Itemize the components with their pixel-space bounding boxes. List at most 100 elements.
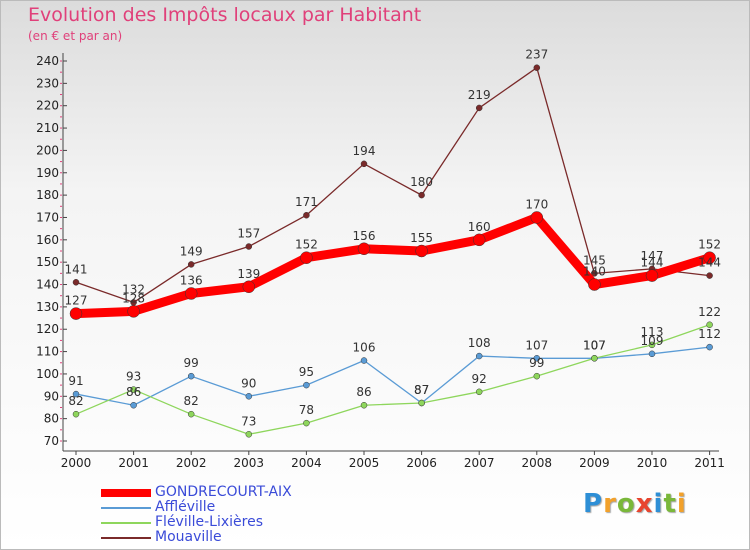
data-label-gondrecourt-aix: 170 — [525, 197, 548, 211]
data-label-fleville-lixieres: 73 — [241, 414, 256, 428]
data-point-fleville-lixieres — [648, 341, 656, 349]
data-point-affleville — [130, 401, 137, 409]
y-tick-label: 210 — [36, 121, 59, 135]
data-point-mouaville — [72, 279, 80, 286]
data-label-fleville-lixieres: 82 — [68, 394, 83, 408]
series-line-gondrecourt-aix — [75, 212, 711, 319]
data-point-mouaville — [187, 261, 195, 268]
y-tick-label: 70 — [44, 434, 59, 448]
data-label-gondrecourt-aix: 152 — [295, 238, 318, 252]
series-line-mouaville — [75, 67, 710, 304]
data-label-gondrecourt-aix: 128 — [122, 291, 145, 305]
data-point-fleville-lixieres — [418, 399, 425, 407]
data-point-mouaville — [245, 243, 253, 250]
logo-letter: i — [653, 489, 664, 519]
data-label-fleville-lixieres: 78 — [299, 403, 314, 417]
data-label-fleville-lixieres: 82 — [184, 394, 199, 408]
data-point-gondrecourt-aix — [703, 251, 716, 264]
logo-letter: o — [616, 489, 636, 519]
logo-letter: i — [676, 489, 687, 519]
legend-swatch — [101, 537, 151, 539]
data-point-affleville — [475, 352, 483, 360]
data-label-gondrecourt-aix: 155 — [410, 231, 433, 245]
y-tick-label: 220 — [36, 99, 59, 113]
data-label-fleville-lixieres: 86 — [356, 385, 371, 399]
data-label-mouaville: 171 — [295, 195, 318, 209]
x-tick-label: 2009 — [579, 456, 610, 470]
chart-title: Evolution des Impôts locaux par Habitant — [28, 4, 422, 26]
data-point-gondrecourt-aix — [357, 242, 371, 256]
data-label-gondrecourt-aix: 156 — [353, 229, 376, 243]
logo-letter: t — [663, 489, 677, 519]
legend-swatch — [101, 507, 151, 509]
y-tick-label: 240 — [36, 54, 59, 68]
data-point-fleville-lixieres — [303, 419, 310, 427]
data-label-mouaville: 141 — [65, 262, 88, 276]
data-point-gondrecourt-aix — [472, 233, 486, 247]
data-label-gondrecourt-aix: 136 — [180, 273, 203, 287]
legend-swatch — [101, 522, 151, 524]
x-tick-label: 2010 — [637, 456, 668, 470]
x-tick-label: 2002 — [176, 456, 207, 470]
y-tick-label: 170 — [36, 210, 59, 224]
data-label-mouaville: 194 — [353, 144, 376, 158]
y-tick-label: 120 — [36, 322, 59, 336]
data-point-fleville-lixieres — [187, 410, 195, 418]
data-point-affleville — [72, 390, 80, 398]
data-point-mouaville — [533, 64, 541, 71]
data-point-affleville — [187, 372, 195, 380]
data-label-mouaville: 132 — [122, 282, 145, 296]
data-label-mouaville: 144 — [698, 256, 721, 270]
data-label-affleville: 91 — [68, 374, 83, 388]
data-label-gondrecourt-aix: 139 — [237, 267, 260, 281]
series-line-fleville-lixieres — [75, 324, 710, 435]
data-point-mouaville — [418, 191, 425, 199]
data-point-affleville — [360, 357, 368, 364]
legend-label: Fléville-Lixières — [155, 514, 264, 530]
data-label-affleville: 107 — [583, 338, 606, 352]
data-label-affleville: 87 — [414, 383, 429, 397]
proxiti-logo: Proxiti — [583, 489, 687, 519]
data-label-fleville-lixieres: 122 — [698, 305, 721, 319]
data-point-affleville — [533, 355, 541, 362]
data-label-affleville: 109 — [641, 334, 664, 348]
data-label-mouaville: 219 — [468, 88, 491, 102]
data-point-affleville — [245, 393, 253, 400]
data-point-gondrecourt-aix — [530, 211, 544, 224]
data-label-fleville-lixieres: 93 — [126, 370, 141, 384]
y-tick-label: 190 — [36, 166, 59, 180]
data-label-fleville-lixieres: 107 — [583, 338, 606, 352]
y-tick-label: 80 — [44, 412, 59, 426]
y-tick-label: 230 — [36, 76, 59, 90]
data-point-gondrecourt-aix — [127, 305, 140, 318]
x-tick-label: 2007 — [464, 456, 495, 470]
y-tick-label: 160 — [36, 233, 59, 247]
data-point-fleville-lixieres — [360, 401, 368, 409]
data-label-affleville: 95 — [299, 365, 314, 379]
x-tick-label: 2011 — [694, 456, 725, 470]
data-point-gondrecourt-aix — [415, 244, 428, 258]
x-tick-label: 2003 — [234, 456, 265, 470]
data-label-mouaville: 157 — [237, 227, 260, 241]
data-label-gondrecourt-aix: 140 — [583, 265, 606, 279]
data-point-fleville-lixieres — [130, 386, 137, 393]
data-point-gondrecourt-aix — [645, 269, 659, 282]
data-point-affleville — [303, 381, 310, 389]
y-tick-label: 180 — [36, 188, 59, 202]
data-label-affleville: 112 — [698, 327, 721, 341]
data-point-fleville-lixieres — [475, 388, 483, 396]
data-point-affleville — [648, 350, 656, 358]
x-tick-label: 2006 — [406, 456, 437, 470]
data-point-gondrecourt-aix — [300, 251, 313, 264]
data-point-fleville-lixieres — [706, 321, 713, 329]
data-label-mouaville: 145 — [583, 253, 606, 267]
y-tick-label: 140 — [36, 278, 59, 292]
x-tick-label: 2001 — [118, 456, 149, 470]
data-label-mouaville: 237 — [525, 48, 548, 62]
y-tick-label: 100 — [36, 367, 59, 381]
legend-label: Mouaville — [155, 529, 222, 545]
data-label-fleville-lixieres: 99 — [529, 356, 544, 370]
chart-subtitle: (en € et par an) — [28, 29, 123, 43]
logo-letter: x — [635, 489, 654, 519]
